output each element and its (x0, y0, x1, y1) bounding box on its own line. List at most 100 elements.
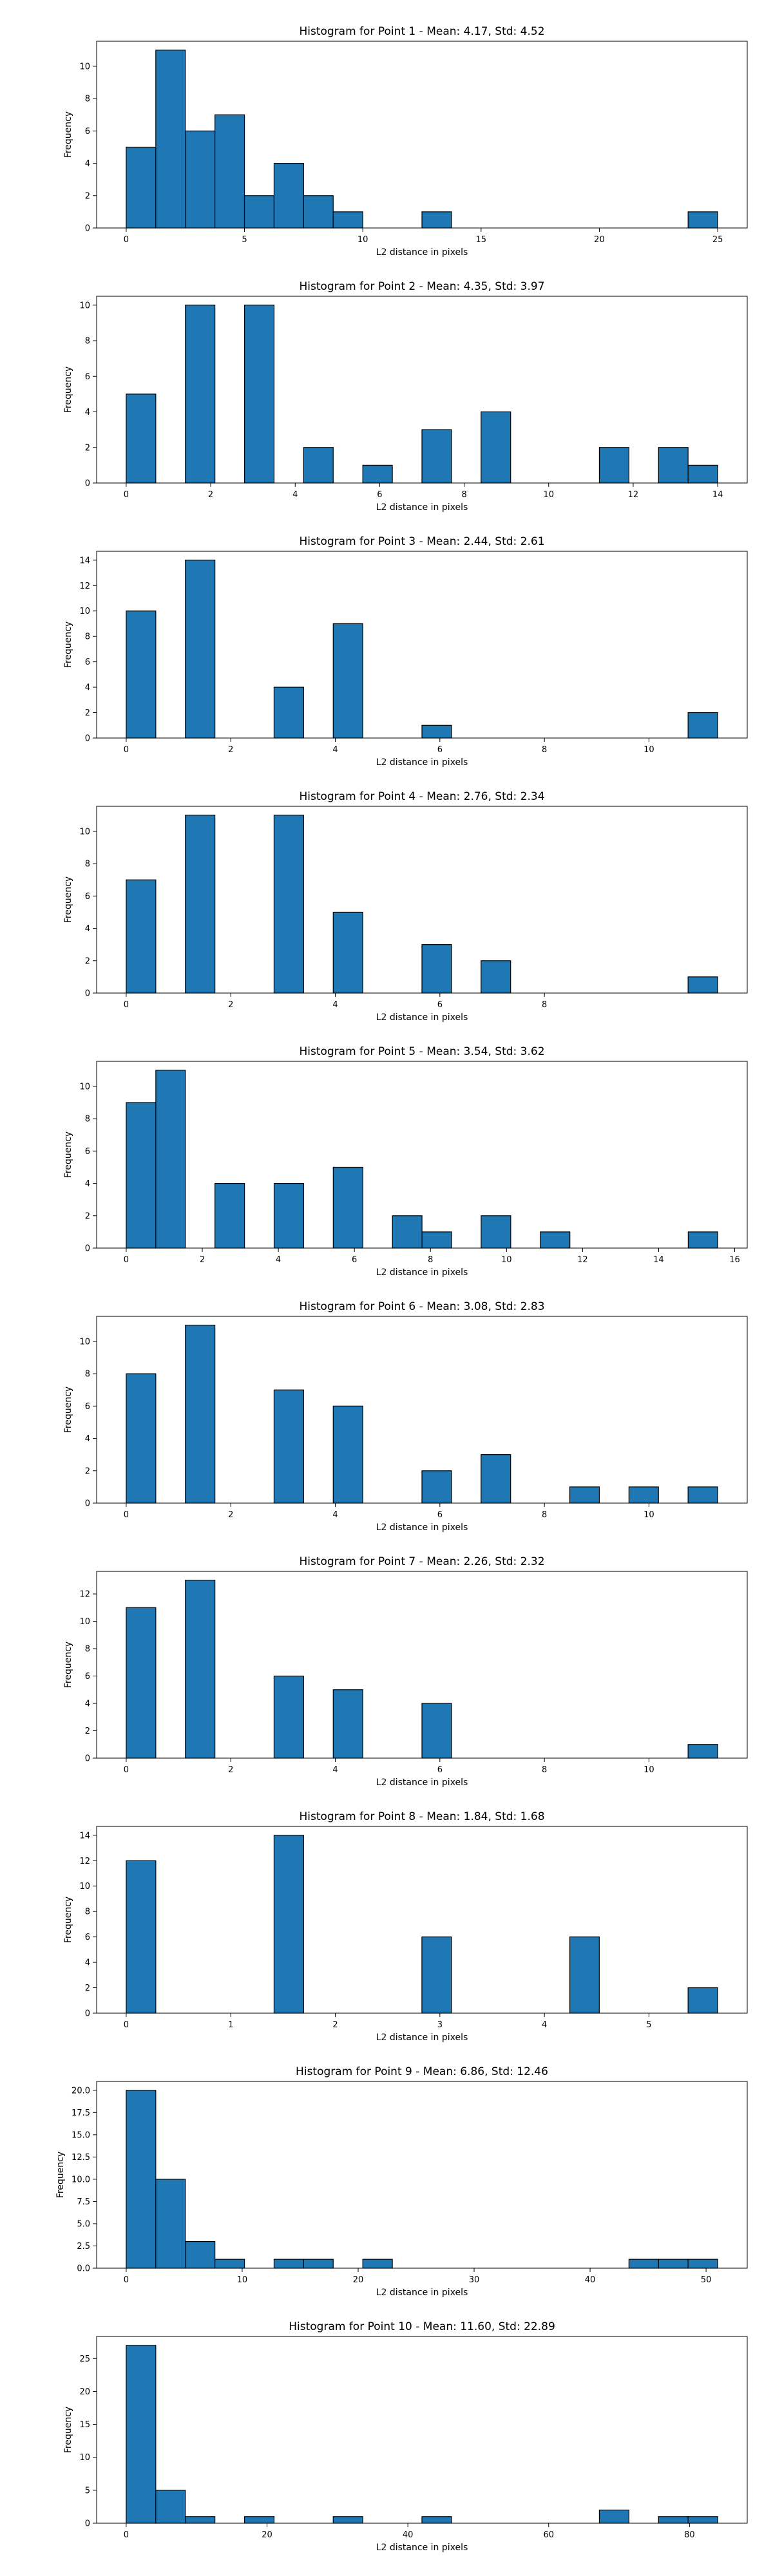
y-tick-label: 25 (79, 2354, 90, 2364)
histogram-bar (421, 724, 452, 739)
x-tick-label: 16 (729, 1255, 740, 1265)
x-tick-label: 2 (332, 2020, 338, 2030)
y-tick-label: 12 (79, 1857, 90, 1866)
x-tick-label: 2 (228, 745, 233, 755)
y-tick-label: 0 (85, 224, 90, 234)
histogram-bar (155, 50, 186, 229)
histogram-bar (273, 2259, 304, 2269)
histogram-bar (273, 1182, 305, 1249)
y-tick-label: 4 (85, 683, 90, 693)
x-tick-label: 80 (684, 2530, 695, 2540)
x-tick-label: 12 (628, 490, 639, 500)
y-tick-label: 2 (85, 1211, 90, 1221)
histogram-bar (421, 1703, 452, 1759)
y-axis-label: Frequency (63, 111, 73, 158)
y-tick-label: 0 (85, 734, 90, 744)
histogram-bar (628, 1486, 659, 1504)
y-tick-label: 10 (79, 1882, 90, 1891)
y-tick-label: 8 (85, 337, 90, 346)
x-tick-label: 0 (124, 1255, 129, 1265)
chart-title: Histogram for Point 6 - Mean: 3.08, Std:… (299, 1300, 544, 1313)
chart-title: Histogram for Point 1 - Mean: 4.17, Std:… (299, 25, 544, 38)
x-axis-label: L2 distance in pixels (376, 1777, 468, 1788)
x-tick-label: 30 (469, 2275, 480, 2285)
histogram-bar (243, 195, 275, 229)
histogram-bar (303, 2259, 334, 2269)
histogram-bar (185, 560, 216, 739)
y-tick-label: 8 (85, 1645, 90, 1654)
y-axis-label: Frequency (63, 1387, 73, 1433)
histogram-bar (658, 2259, 689, 2269)
y-tick-label: 4 (85, 1958, 90, 1968)
y-tick-label: 10 (79, 1337, 90, 1347)
x-axis-label: L2 distance in pixels (376, 2032, 468, 2043)
y-tick-label: 4 (85, 1179, 90, 1189)
y-tick-label: 17.5 (72, 2108, 90, 2118)
y-tick-label: 6 (85, 892, 90, 902)
histogram-bar (481, 960, 511, 994)
y-tick-label: 0 (85, 989, 90, 999)
x-tick-label: 4 (332, 1000, 338, 1010)
y-tick-label: 2.5 (77, 2242, 90, 2251)
histogram-panel-9: 0 10 20 30 40 50 0.0 2.5 5.0 7.5 10.0 12.5 15.0 17.5 2… (55, 2065, 748, 2298)
x-tick-label: 10 (358, 235, 368, 245)
x-tick-label: 10 (237, 2275, 248, 2285)
histogram-bar (421, 1470, 452, 1504)
x-tick-label: 10 (644, 745, 654, 755)
y-tick-label: 2 (85, 191, 90, 201)
y-axis-label: Frequency (63, 876, 73, 923)
x-tick-label: 0 (124, 1765, 129, 1775)
histogram-bar (658, 447, 689, 484)
x-tick-label: 12 (577, 1255, 588, 1265)
chart-title: Histogram for Point 10 - Mean: 11.60, St… (289, 2320, 555, 2333)
x-tick-label: 1 (228, 2020, 233, 2030)
histogram-bar (273, 1675, 304, 1759)
x-tick-label: 40 (403, 2530, 414, 2540)
histogram-panel-6: 0 2 4 6 8 10 0 2 4 6 8 10 Histogram for Point 6 - Me… (63, 1300, 748, 1533)
histogram-bar (126, 2090, 157, 2269)
y-tick-label: 2 (85, 1727, 90, 1736)
x-tick-label: 20 (594, 235, 605, 245)
histogram-bar (687, 1231, 718, 1249)
y-tick-label: 0 (85, 1499, 90, 1509)
x-tick-label: 8 (461, 490, 466, 500)
histogram-bar (155, 2490, 186, 2524)
x-tick-label: 8 (542, 1765, 547, 1775)
histogram-panel-7: 0 2 4 6 8 10 0 2 4 6 8 10 12 Histogram for Point 7 - … (63, 1555, 748, 1788)
histogram-bar (185, 1580, 216, 1759)
x-axis-label: L2 distance in pixels (376, 757, 468, 768)
x-axis-label: L2 distance in pixels (376, 2543, 468, 2553)
histogram-bar (332, 1166, 363, 1249)
y-tick-label: 6 (85, 658, 90, 667)
x-tick-label: 10 (501, 1255, 512, 1265)
axes-frame (96, 2081, 748, 2269)
histogram-bar (421, 429, 452, 484)
y-tick-label: 20.0 (72, 2086, 90, 2096)
histogram-bar (569, 1486, 600, 1504)
x-tick-label: 8 (542, 1000, 547, 1010)
chart-title: Histogram for Point 3 - Mean: 2.44, Std:… (299, 535, 544, 548)
y-tick-label: 8 (85, 632, 90, 642)
histogram-bar (273, 1835, 304, 2014)
histogram-bar (481, 1454, 511, 1504)
chart-title: Histogram for Point 5 - Mean: 3.54, Std:… (299, 1045, 544, 1058)
x-tick-label: 20 (262, 2530, 272, 2540)
histogram-bar (185, 2516, 216, 2524)
x-tick-label: 0 (124, 745, 129, 755)
y-tick-label: 2 (85, 708, 90, 718)
y-tick-label: 12.5 (72, 2153, 90, 2163)
y-tick-label: 6 (85, 127, 90, 137)
x-tick-label: 6 (437, 745, 443, 755)
y-tick-label: 10 (79, 1617, 90, 1627)
histogram-bar (215, 2259, 245, 2269)
y-tick-label: 0 (85, 2519, 90, 2529)
y-tick-label: 0.0 (77, 2264, 90, 2274)
x-tick-label: 14 (653, 1255, 664, 1265)
histogram-bar (332, 911, 363, 994)
histogram-bar (126, 611, 157, 739)
y-tick-label: 4 (85, 1700, 90, 1709)
histogram-bar (598, 2509, 629, 2524)
x-tick-label: 2 (228, 1510, 233, 1520)
x-axis-label: L2 distance in pixels (376, 2287, 468, 2298)
